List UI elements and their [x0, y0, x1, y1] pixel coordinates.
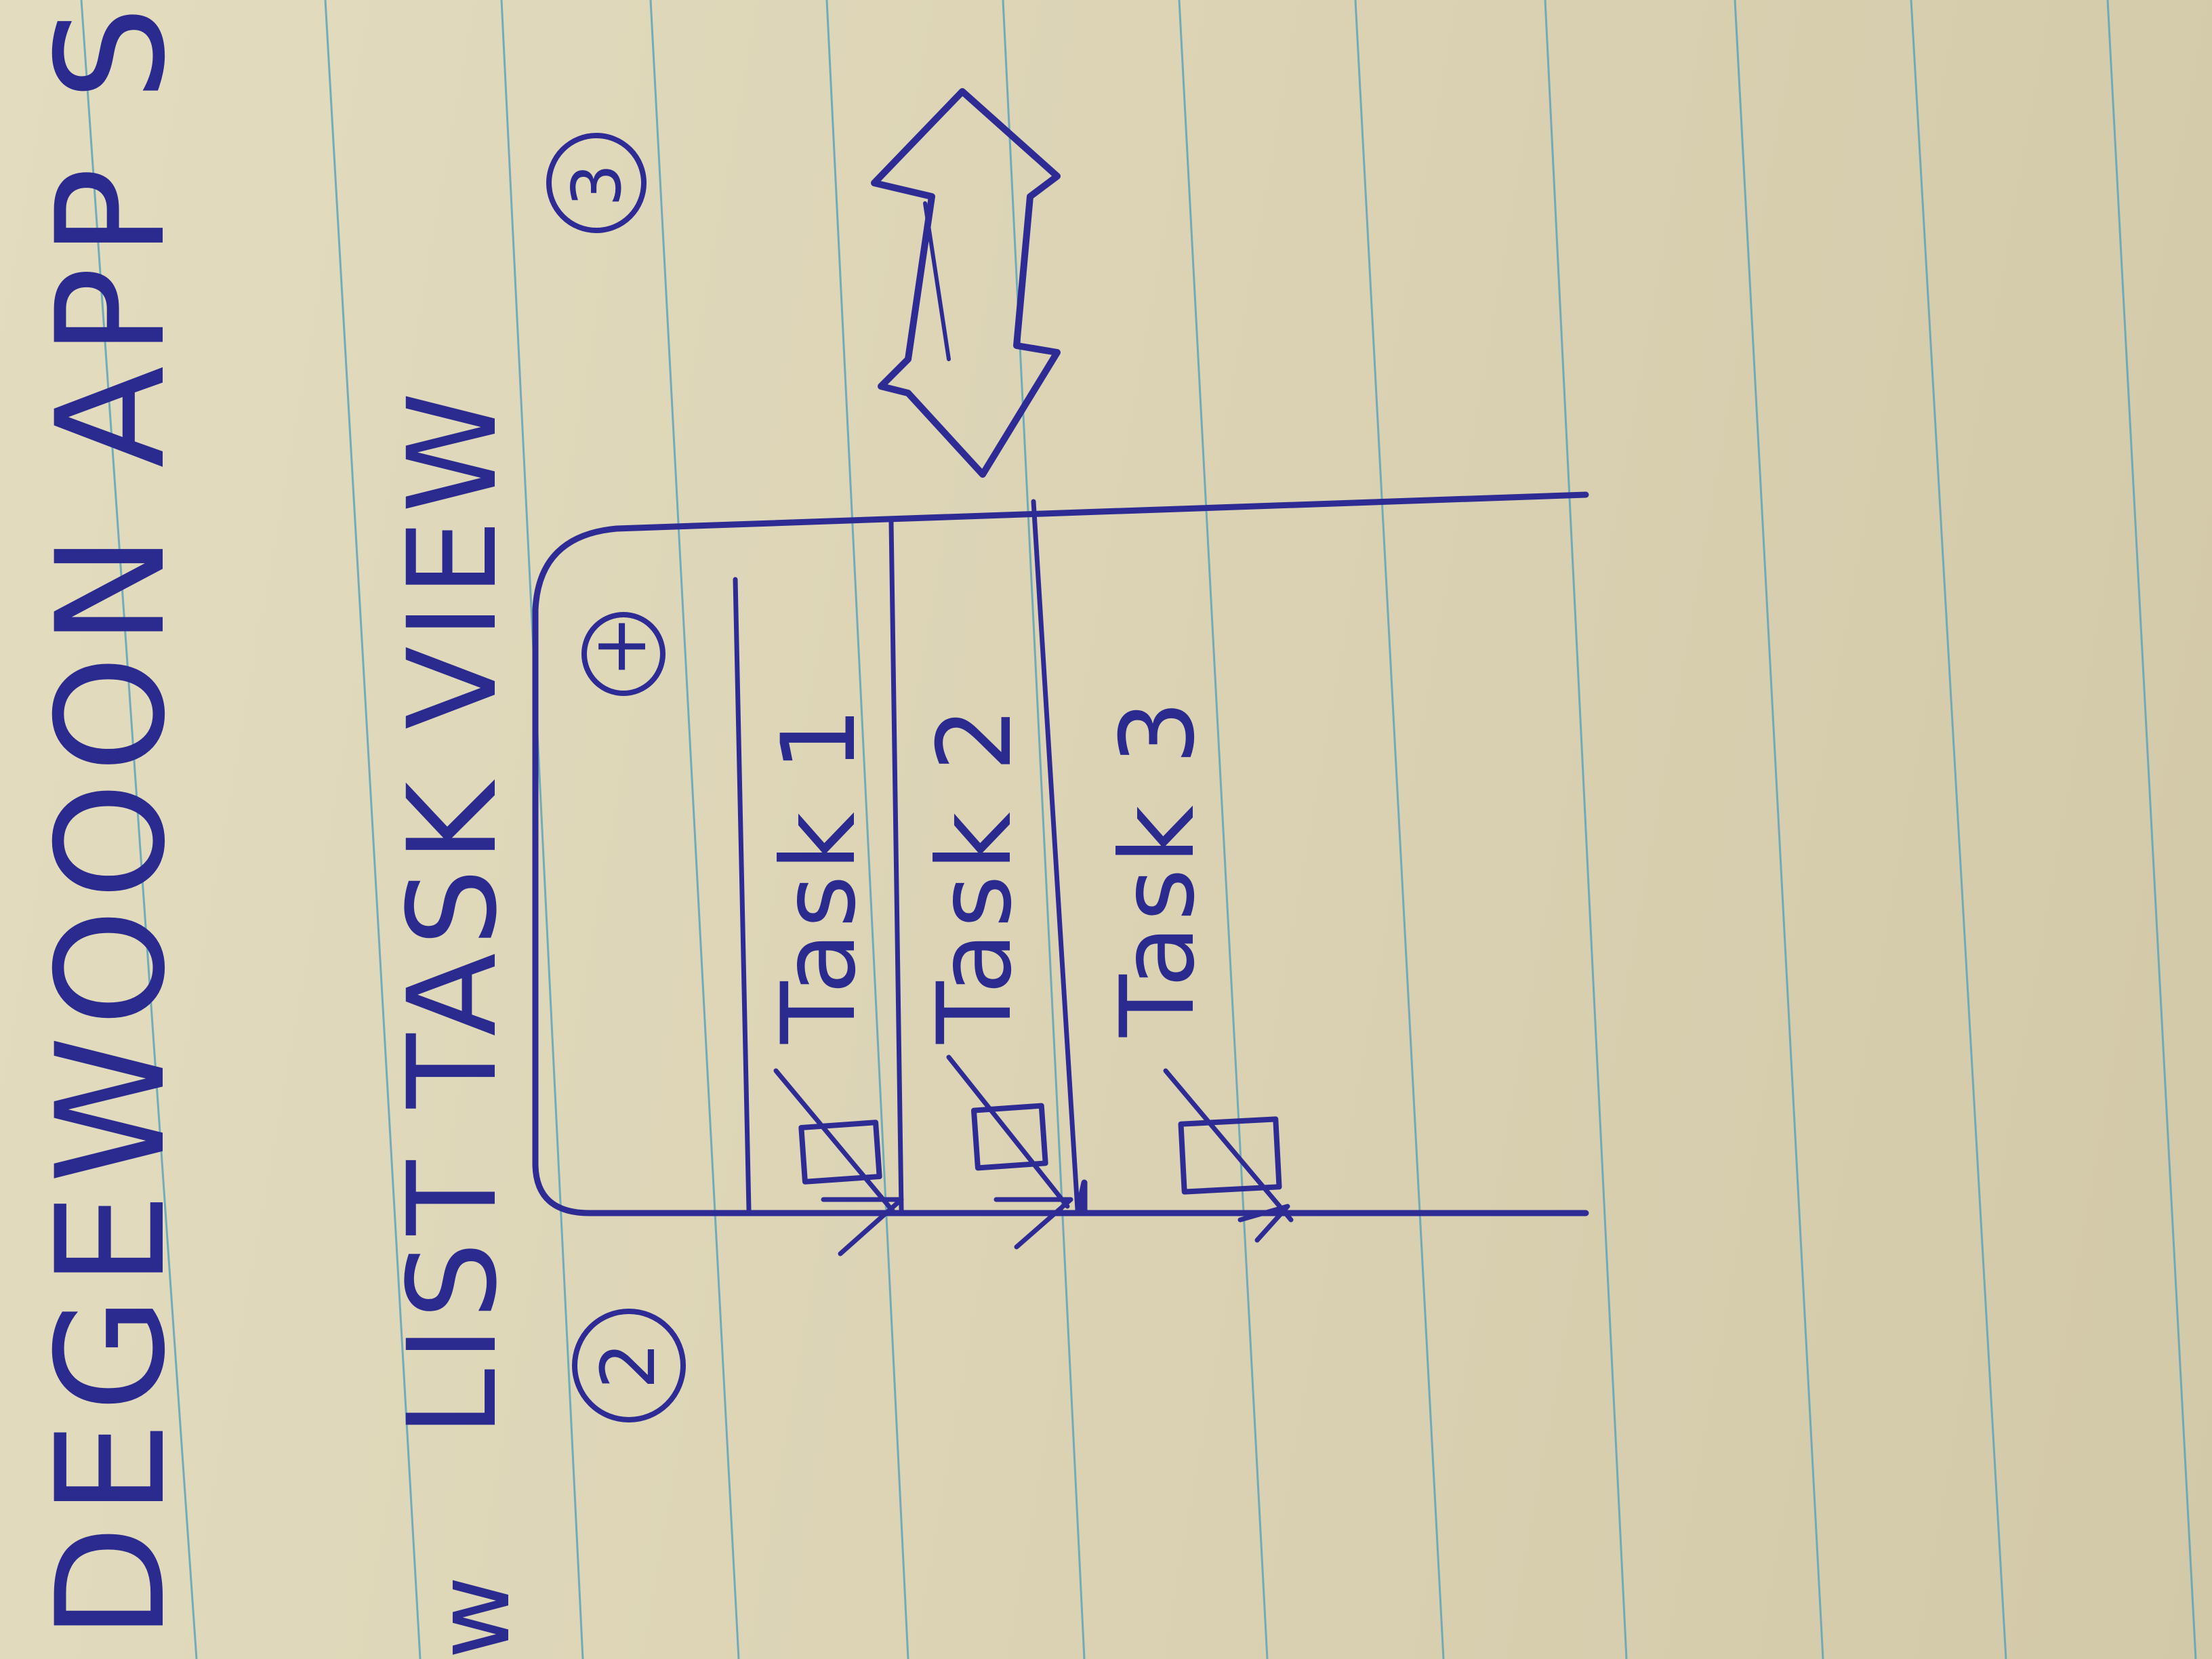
ruled-line [1354, 0, 1445, 1659]
ruled-line [500, 0, 584, 1659]
sketch-heading-prefix: w [415, 1576, 533, 1659]
checkbox[interactable] [773, 1068, 904, 1256]
ruled-line [1910, 0, 2007, 1659]
ruled-line [1002, 0, 1086, 1659]
phone-outline [532, 491, 1589, 1216]
checkbox[interactable] [946, 1054, 1073, 1250]
ruled-line [1544, 0, 1628, 1659]
task-label: Task 3 [1099, 696, 1217, 1038]
ruled-line [80, 0, 198, 1659]
task-label: Task 2 [916, 703, 1034, 1044]
task-row[interactable]: Task 3 [1099, 696, 1294, 1243]
ruled-line [1178, 0, 1269, 1659]
marker-2-label: 2 [585, 1342, 672, 1389]
marker-3: 3 [546, 133, 647, 233]
ruled-line [649, 0, 740, 1659]
marker-3-label: 3 [557, 163, 636, 207]
checkbox[interactable] [1163, 1068, 1294, 1243]
double-arrow-icon [871, 88, 1061, 478]
ruled-line [2106, 0, 2197, 1659]
row-dividers [733, 499, 1080, 1212]
add-icon: + [576, 615, 663, 678]
ruled-line [324, 0, 422, 1659]
ruled-line [1734, 0, 1824, 1659]
ruled-line [825, 0, 909, 1659]
add-task-button[interactable]: + [576, 612, 665, 696]
task-row[interactable]: Task 2 [916, 703, 1073, 1250]
task-row[interactable]: Task 1 [760, 703, 904, 1256]
marker-2: 2 [572, 1309, 686, 1422]
sketch-title: DEGEWOOON APP SK [24, 0, 198, 1640]
ruled-lines [80, 0, 2197, 1659]
sketch-heading: LIST TASK VIEW [382, 386, 524, 1437]
task-label: Task 1 [760, 703, 878, 1044]
